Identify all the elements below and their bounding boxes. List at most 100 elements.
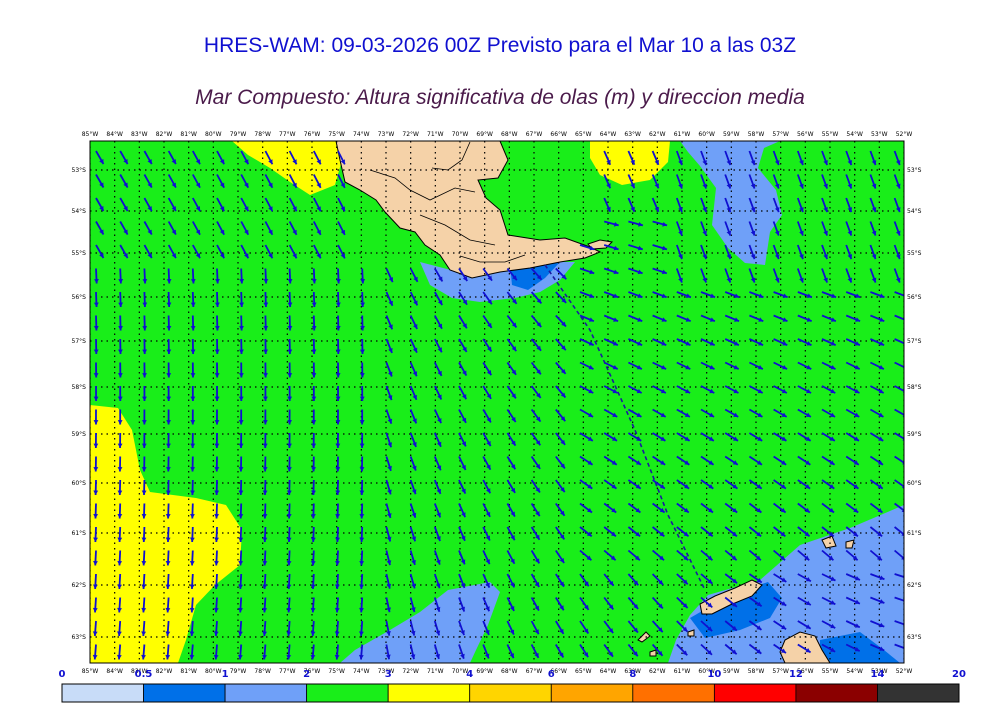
wave-arrow xyxy=(264,174,274,189)
wave-arrow xyxy=(192,174,201,189)
wave-arrow xyxy=(458,456,467,471)
wave-arrow xyxy=(192,197,201,212)
wave-arrow xyxy=(409,338,418,353)
wave-arrow xyxy=(359,503,365,519)
wave-arrow xyxy=(238,362,244,378)
wave-arrow xyxy=(530,291,543,304)
wave-arrow xyxy=(213,620,219,637)
wave-arrow xyxy=(651,150,660,166)
wave-arrow xyxy=(409,409,418,424)
wave-arrow xyxy=(264,150,274,165)
wave-arrow xyxy=(189,526,195,543)
wave-arrow xyxy=(93,291,99,308)
wave-arrow xyxy=(117,362,123,378)
wave-arrow xyxy=(310,526,316,543)
wave-arrow xyxy=(263,338,269,355)
latitude-label: 56°S xyxy=(72,294,87,301)
wave-arrow xyxy=(676,573,689,585)
latitude-labels-right: 53°S 54°S 55°S 56°S 57°S 58°S 59°S 60°S 61°S 62°S… xyxy=(907,167,922,641)
wave-arrow xyxy=(190,291,196,308)
wave-arrow xyxy=(359,597,364,613)
wave-arrow xyxy=(579,408,594,418)
wave-arrow xyxy=(189,644,195,660)
wave-arrow xyxy=(603,455,618,466)
wave-arrow xyxy=(434,338,443,353)
wave-arrow xyxy=(773,385,788,394)
wave-arrow xyxy=(821,244,828,260)
wave-arrow xyxy=(167,174,177,189)
wave-arrow xyxy=(262,550,268,566)
longitude-label: 75°W xyxy=(328,668,345,675)
wave-arrow xyxy=(385,479,392,495)
wave-arrow xyxy=(482,620,490,636)
wave-arrow xyxy=(482,385,492,400)
longitude-label: 62°W xyxy=(649,131,666,138)
wave-arrow xyxy=(700,549,714,561)
wave-arrow xyxy=(93,526,98,543)
wave-arrow xyxy=(579,502,593,514)
longitude-label: 73°W xyxy=(378,668,395,675)
wave-arrow xyxy=(287,432,292,449)
wave-arrow xyxy=(675,244,683,260)
longitude-label: 54°W xyxy=(846,131,863,138)
wave-arrow xyxy=(845,549,859,561)
wave-arrow xyxy=(627,643,639,657)
wave-arrow xyxy=(458,315,468,329)
wave-arrow xyxy=(869,502,883,514)
wave-arrow xyxy=(773,314,788,323)
legend-tick-label: 3 xyxy=(385,669,392,680)
wave-arrow xyxy=(409,315,418,330)
wave-arrow xyxy=(433,385,443,400)
wave-arrow xyxy=(311,338,317,355)
wave-arrow xyxy=(506,644,515,659)
wave-arrow xyxy=(555,479,566,493)
wave-arrow xyxy=(869,549,883,561)
wave-arrow xyxy=(628,361,643,370)
latitude-label: 61°S xyxy=(72,530,87,537)
wave-arrow xyxy=(845,174,853,189)
wave-arrow xyxy=(409,385,418,401)
wave-arrow xyxy=(482,409,492,423)
longitude-label: 76°W xyxy=(304,668,321,675)
wave-arrow xyxy=(335,456,341,472)
wave-arrow xyxy=(216,221,225,236)
wave-arrow xyxy=(773,573,787,583)
longitude-label: 74°W xyxy=(353,668,370,675)
wave-arrow xyxy=(603,620,614,634)
wave-arrow xyxy=(772,174,780,189)
wave-arrow xyxy=(92,573,98,590)
wave-arrow xyxy=(93,503,99,519)
wave-arrow xyxy=(845,361,861,370)
wave-arrow xyxy=(530,550,541,564)
wave-arrow xyxy=(651,620,664,633)
wave-arrow xyxy=(603,314,619,323)
latitude-label: 59°S xyxy=(72,431,87,438)
wave-arrow xyxy=(433,456,442,471)
wave-arrow xyxy=(238,385,244,402)
wave-arrow xyxy=(555,644,565,658)
wave-arrow xyxy=(797,338,812,346)
wave-arrow xyxy=(409,479,417,495)
wave-arrow xyxy=(797,573,812,583)
wave-arrow xyxy=(652,385,667,394)
wave-arrow xyxy=(192,221,201,236)
wave-arrow xyxy=(287,338,293,355)
wave-arrow xyxy=(458,432,467,447)
wave-arrow xyxy=(335,526,340,543)
wave-arrow xyxy=(192,150,201,165)
longitude-label: 58°W xyxy=(748,131,765,138)
wave-arrow xyxy=(141,620,147,637)
wave-arrow xyxy=(240,150,250,165)
wave-arrow xyxy=(627,596,639,610)
wave-arrow xyxy=(869,455,884,466)
wave-arrow xyxy=(117,526,123,543)
wave-arrow xyxy=(555,338,567,351)
wave-arrow xyxy=(482,526,491,541)
wave-arrow xyxy=(433,479,442,495)
longitude-label: 72°W xyxy=(402,668,419,675)
wave-arrow xyxy=(334,573,340,590)
wave-arrow xyxy=(335,479,341,496)
wave-arrow xyxy=(700,221,707,236)
wave-arrow xyxy=(433,503,442,518)
wave-arrow xyxy=(579,338,595,346)
